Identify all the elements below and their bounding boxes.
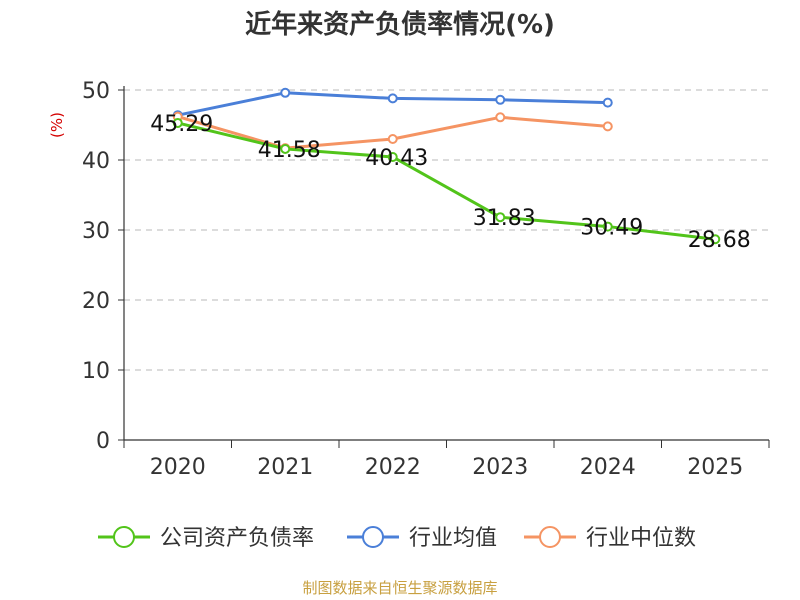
x-tick-label: 2024 <box>580 455 636 480</box>
legend-swatch-marker <box>113 526 135 548</box>
data-point <box>280 143 291 154</box>
x-tick-label: 2023 <box>472 455 528 480</box>
data-point <box>387 151 398 162</box>
grid-lines <box>124 89 769 371</box>
legend-item-0[interactable]: 公司资产负债率 <box>98 526 314 551</box>
data-label: 30.49 <box>580 216 643 241</box>
data-point <box>172 117 183 128</box>
series-line-0 <box>177 121 716 241</box>
legend-item-2[interactable]: 行业中位数 <box>524 526 696 551</box>
legend-item-1[interactable]: 行业均值 <box>347 526 497 551</box>
x-tick-label: 2021 <box>257 455 313 480</box>
legend-swatch-marker <box>362 526 384 548</box>
y-tick-label: 20 <box>82 289 110 314</box>
y-tick-label: 10 <box>82 359 110 384</box>
data-label: 28.68 <box>688 228 751 253</box>
y-axis-unit: (%) <box>48 112 66 138</box>
data-point <box>387 134 398 144</box>
x-tick-label: 2022 <box>365 455 421 480</box>
legend-label: 公司资产负债率 <box>160 526 314 551</box>
y-tick-label: 0 <box>96 429 110 454</box>
data-labels: 45.29 41.58 40.43 31.83 30.49 28.68 <box>150 112 750 253</box>
axes: 0 10 20 30 40 50 2020 2021 2022 2023 2024 2025 <box>82 79 770 480</box>
source-note: 制图数据来自恒生聚源数据库 <box>302 579 497 597</box>
data-point <box>602 97 613 108</box>
series-lines <box>172 87 721 245</box>
data-point <box>495 112 506 123</box>
data-point <box>495 212 506 223</box>
data-point <box>280 87 291 98</box>
data-point <box>602 121 613 132</box>
x-tick-label: 2020 <box>150 455 206 480</box>
legend-label: 行业均值 <box>409 526 497 551</box>
data-label: 41.58 <box>258 138 321 163</box>
y-tick-label: 40 <box>82 149 110 174</box>
data-point <box>602 221 613 232</box>
data-label: 45.29 <box>150 112 213 137</box>
legend-label: 行业中位数 <box>586 526 696 551</box>
x-tick-label: 2025 <box>687 455 743 480</box>
data-point <box>710 234 721 245</box>
chart-title: 近年来资产负债率情况(%) <box>245 9 555 40</box>
y-tick-label: 30 <box>82 219 110 244</box>
legend-swatch-marker <box>539 526 561 548</box>
data-label: 40.43 <box>365 146 428 171</box>
data-point <box>495 94 506 105</box>
legend: 公司资产负债率 行业均值 行业中位数 <box>98 526 696 551</box>
y-tick-label: 50 <box>82 79 110 104</box>
data-point <box>387 93 398 104</box>
data-label: 31.83 <box>473 206 536 231</box>
